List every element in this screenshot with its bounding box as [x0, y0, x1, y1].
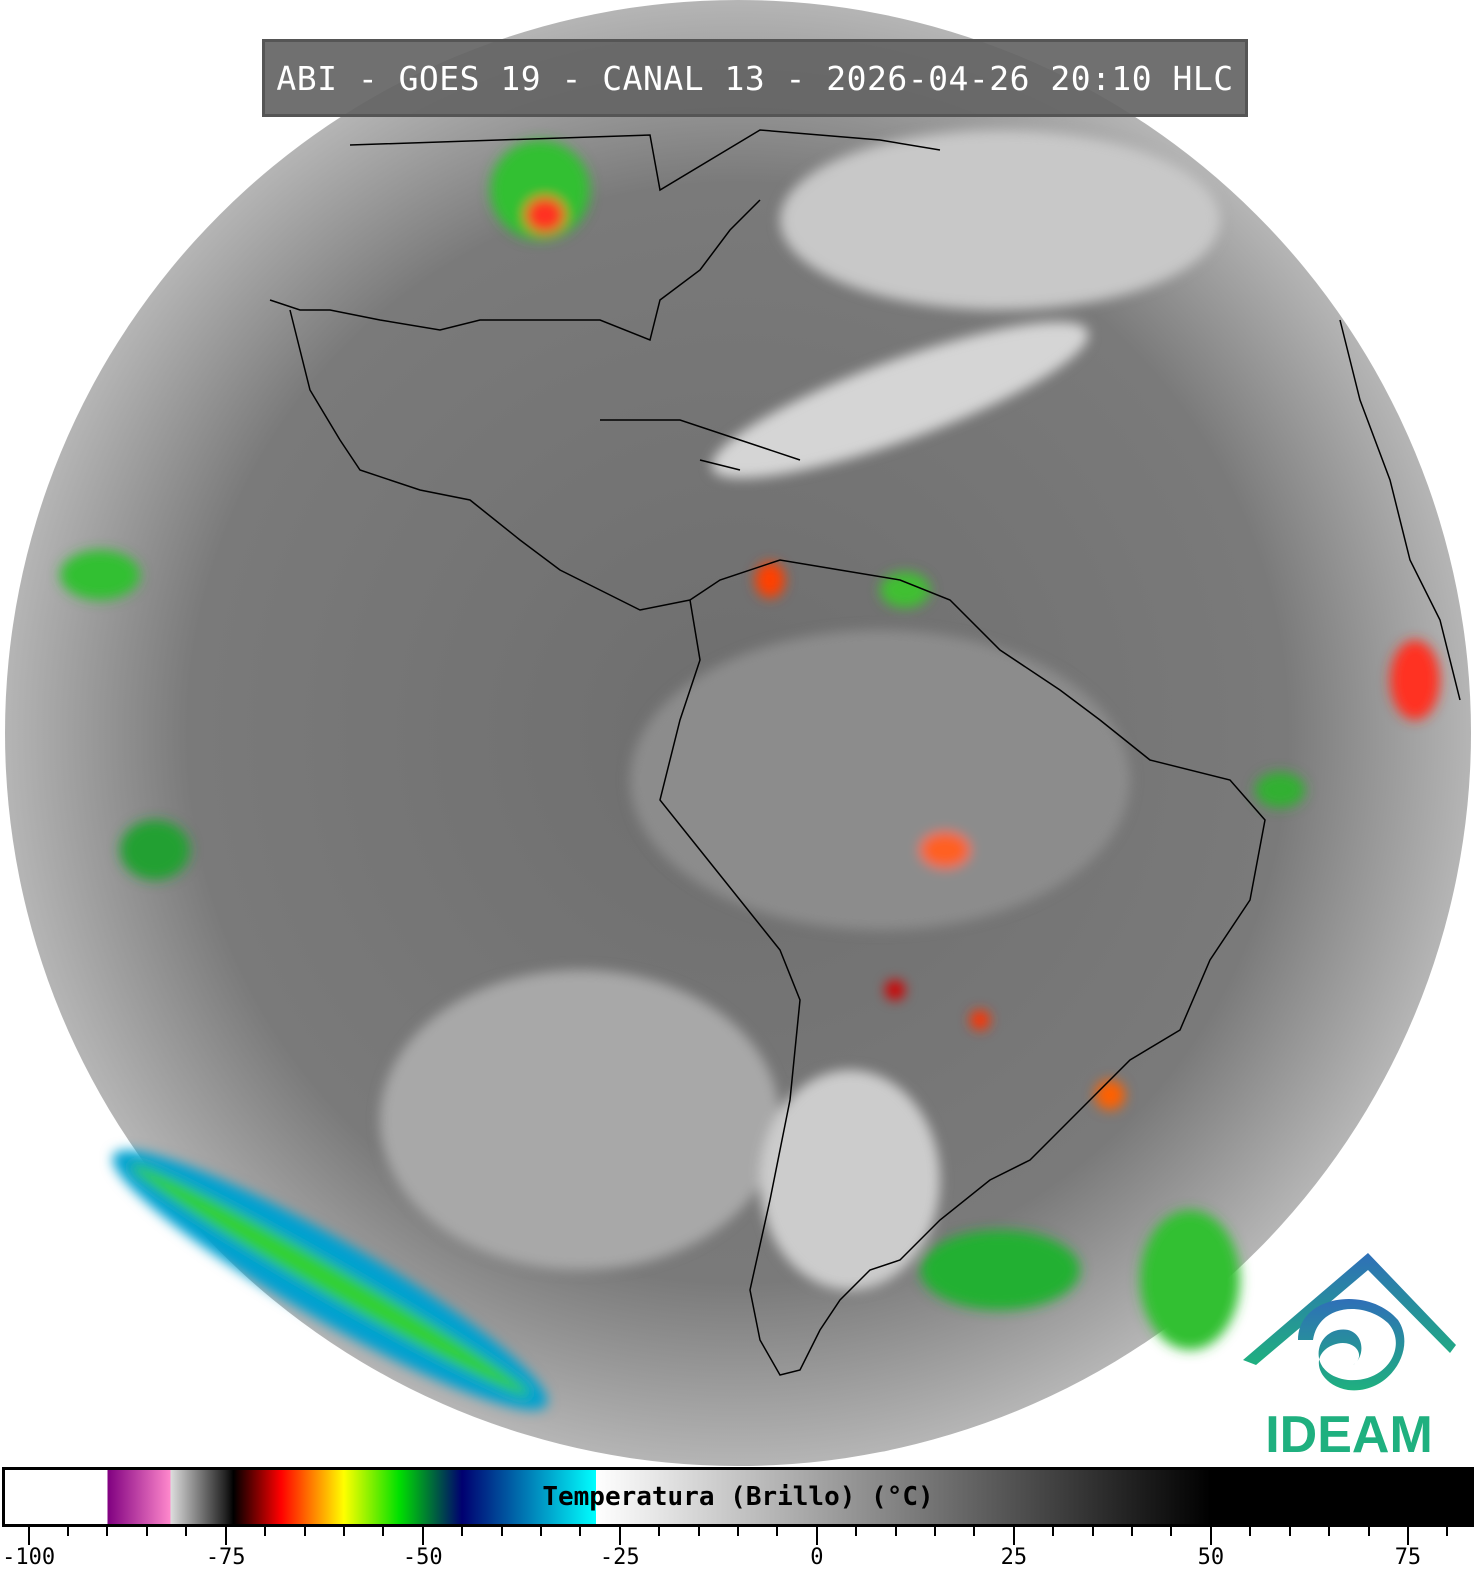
tick-label: 0: [810, 1545, 824, 1570]
minor-tick: [264, 1527, 267, 1536]
major-tick: [1209, 1527, 1212, 1545]
major-tick: [224, 1527, 227, 1545]
minor-tick: [1052, 1527, 1055, 1536]
minor-tick: [539, 1527, 542, 1536]
minor-tick: [658, 1527, 661, 1536]
minor-tick: [934, 1527, 937, 1536]
major-tick: [27, 1527, 30, 1545]
major-tick: [815, 1527, 818, 1545]
minor-tick: [1091, 1527, 1094, 1536]
minor-tick: [106, 1527, 109, 1536]
colorbar-axis: -100 -75 -50 -25 0 25 50 75: [0, 1527, 1481, 1577]
ideam-logo: IDEAM: [1238, 1245, 1460, 1465]
satellite-globe-image: [5, 0, 1471, 1466]
tick-label: 50: [1197, 1545, 1225, 1570]
minor-tick: [1249, 1527, 1252, 1536]
coastlines: [269, 129, 1461, 1376]
temperature-colorbar: Temperatura (Brillo) (°C): [2, 1467, 1474, 1527]
minor-tick: [697, 1527, 700, 1536]
minor-tick: [776, 1527, 779, 1536]
minor-tick: [303, 1527, 306, 1536]
minor-tick: [382, 1527, 385, 1536]
minor-tick: [67, 1527, 70, 1536]
minor-tick: [973, 1527, 976, 1536]
minor-tick: [1288, 1527, 1291, 1536]
cloud-field: [60, 130, 1440, 1410]
tick-label: 75: [1394, 1545, 1422, 1570]
ideam-logo-emblem: [1243, 1253, 1456, 1391]
minor-tick: [855, 1527, 858, 1536]
tick-label: 25: [1000, 1545, 1028, 1570]
ideam-logo-text: IDEAM: [1265, 1406, 1433, 1464]
tick-label: -75: [205, 1545, 246, 1570]
minor-tick: [145, 1527, 148, 1536]
major-tick: [421, 1527, 424, 1545]
tick-label: -25: [599, 1545, 640, 1570]
minor-tick: [185, 1527, 188, 1536]
image-title: ABI - GOES 19 - CANAL 13 - 2026-04-26 20…: [262, 39, 1248, 117]
major-tick: [618, 1527, 621, 1545]
minor-tick: [894, 1527, 897, 1536]
tick-label: -100: [2, 1545, 56, 1570]
minor-tick: [500, 1527, 503, 1536]
minor-tick: [579, 1527, 582, 1536]
minor-tick: [342, 1527, 345, 1536]
minor-tick: [1367, 1527, 1370, 1536]
minor-tick: [737, 1527, 739, 1536]
minor-tick: [1328, 1527, 1331, 1536]
major-tick: [1012, 1527, 1015, 1545]
minor-tick: [1131, 1527, 1134, 1536]
minor-tick: [461, 1527, 464, 1536]
minor-tick: [1170, 1527, 1173, 1536]
tick-label: -50: [402, 1545, 443, 1570]
major-tick: [1406, 1527, 1409, 1545]
minor-tick: [1446, 1527, 1449, 1536]
colorbar-label: Temperatura (Brillo) (°C): [542, 1482, 934, 1512]
